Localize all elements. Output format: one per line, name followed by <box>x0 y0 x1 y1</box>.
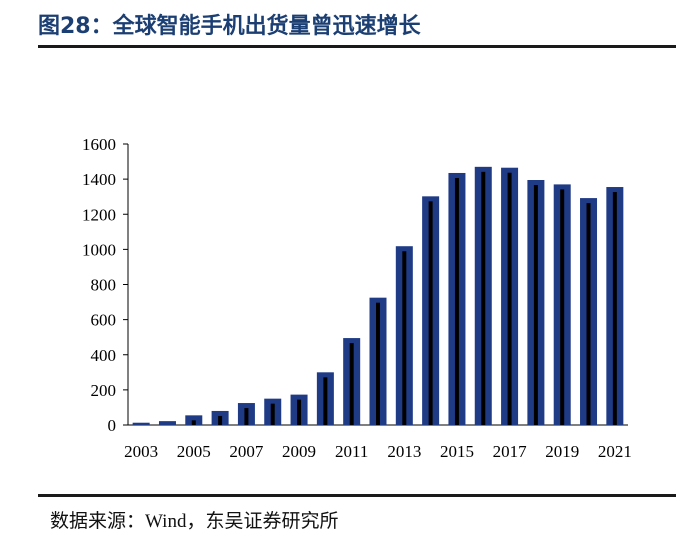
bar-core <box>586 203 591 425</box>
y-tick-label: 0 <box>108 416 117 435</box>
bar-core <box>270 403 275 425</box>
bar-fill <box>132 422 150 425</box>
bar-series <box>132 166 624 426</box>
x-tick-label: 2007 <box>229 442 264 461</box>
x-axis: 2003 2005 2007 2009 2011 2013 2015 2017 2019 2021 <box>124 424 632 461</box>
bar-core <box>454 177 459 425</box>
bar <box>422 196 440 425</box>
bar <box>606 187 624 425</box>
x-tick-label: 2011 <box>335 442 368 461</box>
x-tick-label: 2005 <box>177 442 211 461</box>
bar-core <box>323 377 328 425</box>
x-tick-label: 2019 <box>545 442 579 461</box>
bar <box>474 166 492 426</box>
y-tick-label: 400 <box>91 346 117 365</box>
top-rule <box>38 45 676 48</box>
bar-core <box>533 185 538 425</box>
bar <box>501 167 519 425</box>
y-tick-label: 1400 <box>82 170 116 189</box>
bar-core <box>218 415 223 425</box>
bar-fill <box>185 415 203 425</box>
bar-core <box>191 420 196 425</box>
bar <box>264 398 282 425</box>
source-note: 数据来源：Wind，东吴证券研究所 <box>50 511 339 532</box>
y-axis: 0 200 400 600 800 1000 1200 1400 1600 <box>82 135 129 435</box>
y-tick-label: 1600 <box>82 135 116 154</box>
bar-core <box>376 302 380 425</box>
x-tick-label: 2013 <box>387 442 421 461</box>
bar <box>448 172 466 425</box>
y-tick-label: 1200 <box>82 205 116 224</box>
bar <box>316 372 334 425</box>
bar-core <box>428 201 433 425</box>
bar <box>369 297 387 425</box>
bar <box>580 198 598 425</box>
bar-core <box>297 399 302 425</box>
bar-fill <box>158 421 176 425</box>
bar <box>237 403 255 425</box>
x-tick-label: 2015 <box>440 442 474 461</box>
bar-core <box>244 408 249 425</box>
bar <box>395 246 413 425</box>
bar <box>158 421 176 425</box>
bar <box>553 184 571 425</box>
bottom-rule <box>38 494 676 497</box>
bar-core <box>349 343 354 425</box>
bar-core <box>560 189 565 425</box>
bar <box>132 422 150 425</box>
bar <box>290 394 308 425</box>
x-tick-label: 2009 <box>282 442 316 461</box>
bar-core <box>402 251 407 425</box>
y-tick-label: 1000 <box>82 240 116 259</box>
bar-core <box>507 172 512 425</box>
y-tick-label: 800 <box>91 276 117 295</box>
x-tick-label: 2021 <box>598 442 632 461</box>
bar-core <box>481 171 486 425</box>
bar <box>185 415 203 425</box>
x-tick-label: 2017 <box>493 442 528 461</box>
figure-title: 图28：全球智能手机出货量曾迅速增长 <box>38 14 421 39</box>
bar <box>211 410 229 425</box>
bar <box>527 180 545 425</box>
bar-core <box>612 192 617 425</box>
x-tick-label: 2003 <box>124 442 158 461</box>
y-tick-label: 600 <box>91 311 117 330</box>
y-tick-label: 200 <box>91 381 117 400</box>
bar <box>343 338 361 425</box>
